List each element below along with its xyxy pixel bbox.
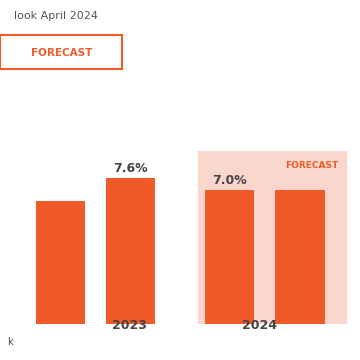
- Text: FORECAST: FORECAST: [31, 48, 92, 58]
- FancyBboxPatch shape: [0, 35, 122, 69]
- Text: k: k: [7, 337, 13, 347]
- Text: FORECAST: FORECAST: [285, 161, 339, 170]
- Text: 2023: 2023: [112, 319, 147, 332]
- Text: 2024: 2024: [242, 319, 277, 332]
- Text: look April 2024: look April 2024: [14, 11, 98, 21]
- Bar: [198, 151, 346, 324]
- Bar: [106, 178, 156, 324]
- Text: India: India: [135, 93, 225, 123]
- Bar: [36, 201, 85, 324]
- Bar: [205, 190, 254, 324]
- Text: 7.0%: 7.0%: [212, 174, 247, 187]
- Text: 7.6%: 7.6%: [113, 162, 148, 175]
- Bar: [275, 190, 324, 324]
